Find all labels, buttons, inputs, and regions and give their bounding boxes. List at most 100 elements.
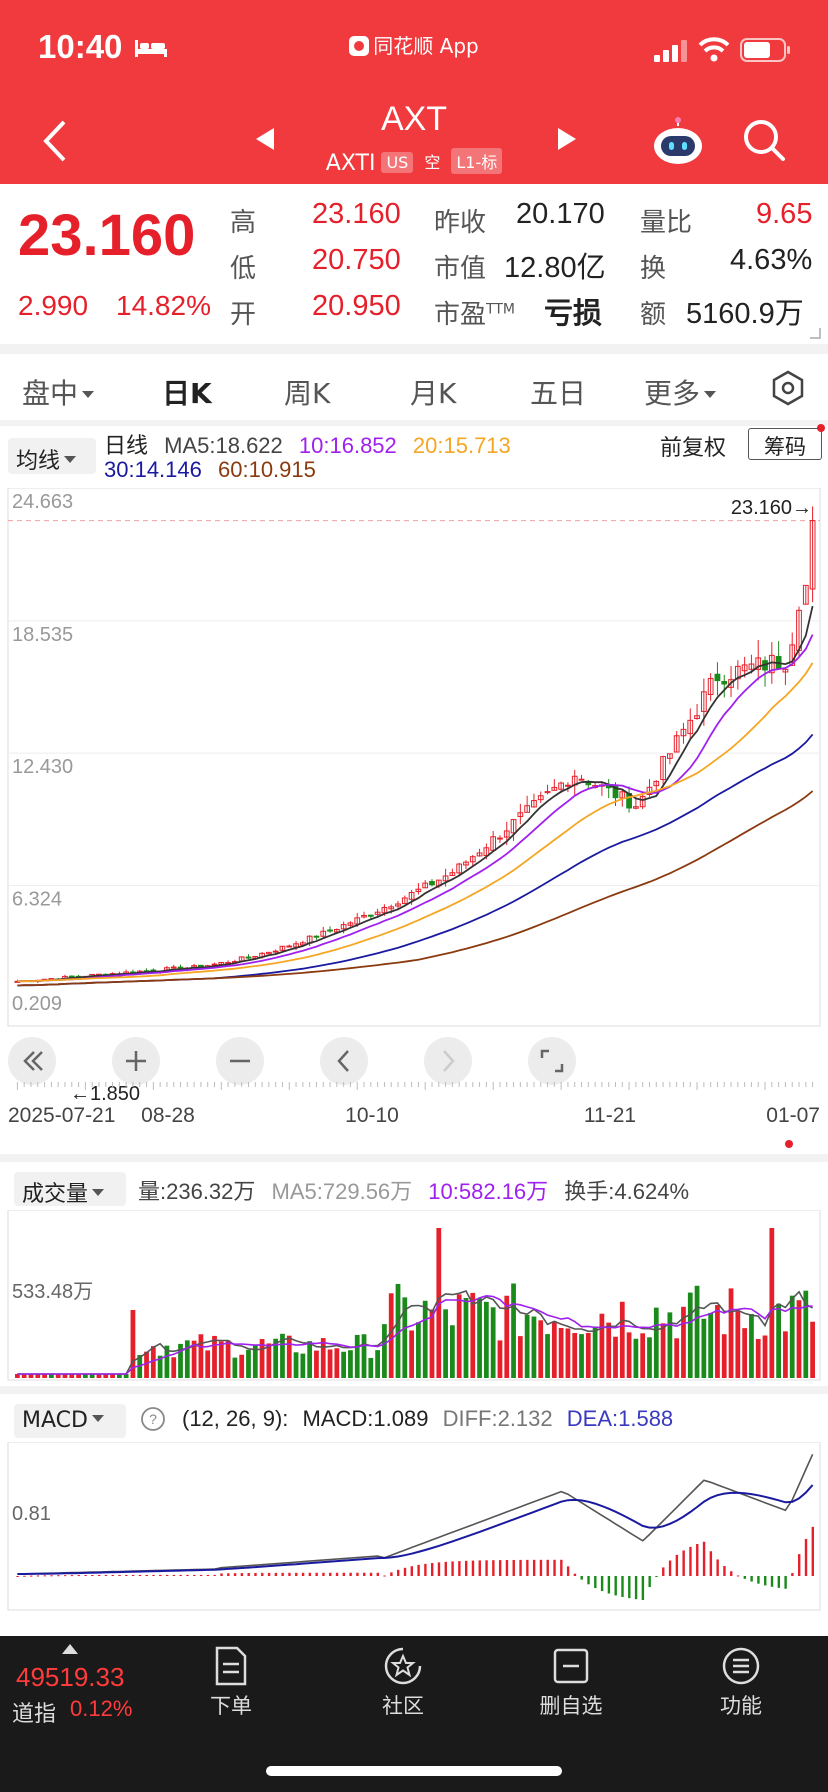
tab-weekly-k[interactable]: 周K xyxy=(284,377,331,410)
volume-bar xyxy=(796,1300,802,1378)
next-stock-button[interactable] xyxy=(554,126,580,152)
candle-body xyxy=(510,819,517,834)
volume-bar xyxy=(35,1374,41,1378)
volume-bar xyxy=(252,1345,258,1378)
chevron-down-icon xyxy=(82,391,95,398)
macd-chart[interactable]: 0.81 xyxy=(0,1442,828,1612)
volume-bar xyxy=(293,1352,299,1378)
macd-histogram-bar xyxy=(607,1576,611,1594)
remove-box-icon xyxy=(553,1648,589,1684)
volume-bar xyxy=(212,1335,217,1378)
macd-histogram-bar xyxy=(329,1572,332,1576)
wifi-icon xyxy=(698,37,730,62)
macd-histogram-bar xyxy=(70,1575,74,1577)
volume-bar xyxy=(300,1353,306,1378)
tab-monthly-k[interactable]: 月K xyxy=(410,377,457,410)
macd-indicator-selector[interactable]: MACD xyxy=(14,1404,126,1438)
candle-body xyxy=(374,911,381,915)
chart-scroll-left-end-button[interactable] xyxy=(8,1037,56,1085)
last-price-label: 23.160→ xyxy=(731,497,812,519)
pe-label: 市盈TTM xyxy=(434,300,515,330)
volume-bar xyxy=(354,1334,360,1378)
volume-bar xyxy=(416,1322,421,1378)
signal-icon xyxy=(654,40,687,62)
volume-bar xyxy=(341,1351,347,1378)
candle-body xyxy=(327,929,333,932)
macd-histogram-bar xyxy=(104,1574,108,1576)
macd-histogram-bar xyxy=(451,1561,454,1576)
candle-body xyxy=(388,906,395,910)
macd-histogram-bar xyxy=(560,1559,563,1576)
help-icon[interactable]: ? xyxy=(140,1406,166,1432)
volume-bar xyxy=(116,1374,122,1378)
high-value: 23.160 xyxy=(312,198,401,230)
nav-community[interactable]: 社区 xyxy=(348,1646,458,1720)
zoom-out-button[interactable] xyxy=(216,1037,264,1085)
settings-hexagon-icon[interactable] xyxy=(770,370,806,406)
index-value[interactable]: 49519.33 xyxy=(16,1662,125,1692)
candle-body xyxy=(272,950,279,953)
up-triangle-icon xyxy=(62,1644,78,1654)
volume-bar xyxy=(735,1311,741,1378)
market-cap-label: 市值 xyxy=(434,254,487,284)
ma60-line xyxy=(17,790,814,987)
back-arrow-icon[interactable] xyxy=(38,118,72,164)
candle-body xyxy=(707,677,714,696)
ma-selector[interactable]: 均线 xyxy=(8,438,96,474)
macd-histogram-bar xyxy=(655,1576,658,1577)
status-time: 10:40 xyxy=(38,28,123,65)
volume-bar xyxy=(538,1320,544,1378)
index-change-pct[interactable]: 0.12% xyxy=(70,1696,133,1721)
tab-more[interactable]: 更多 xyxy=(644,372,717,412)
vol-ratio-value: 9.65 xyxy=(756,198,813,230)
candle-body xyxy=(463,861,469,866)
macd-histogram-bar xyxy=(614,1576,617,1596)
tab-intraday[interactable]: 盘中 xyxy=(22,372,95,412)
previous-stock-button[interactable] xyxy=(252,126,278,152)
macd-histogram-bar xyxy=(281,1572,284,1576)
macd-histogram-bar xyxy=(295,1572,298,1576)
expand-corner-icon[interactable] xyxy=(808,326,822,340)
tab-five-day[interactable]: 五日 xyxy=(530,377,587,410)
volume-frame xyxy=(7,1210,821,1381)
adjust-mode-button[interactable]: 前复权 xyxy=(660,436,727,461)
macd-histogram-bar xyxy=(315,1572,318,1576)
tab-daily-k[interactable]: 日K xyxy=(162,377,212,410)
open-label: 开 xyxy=(230,300,257,330)
nav-order[interactable]: 下单 xyxy=(176,1646,286,1720)
candle-body xyxy=(537,795,544,801)
macd-histogram-bar xyxy=(485,1560,488,1576)
fullscreen-button[interactable] xyxy=(528,1037,576,1085)
scroll-left-button[interactable] xyxy=(320,1037,368,1085)
nav-remove-watchlist[interactable]: 删自选 xyxy=(516,1646,626,1720)
ai-assistant-robot-icon[interactable] xyxy=(652,116,704,166)
volume-bar xyxy=(619,1301,625,1378)
candle-body xyxy=(320,930,327,937)
macd-histogram-bar xyxy=(743,1576,747,1579)
volume-indicator-selector[interactable]: 成交量 xyxy=(14,1172,126,1207)
volume-chart[interactable]: 533.48万 xyxy=(0,1210,828,1382)
index-name[interactable]: 道指 xyxy=(12,1702,57,1727)
macd-histogram-bar xyxy=(335,1572,339,1576)
macd-histogram-bar xyxy=(186,1574,189,1576)
macd-histogram-bar xyxy=(492,1560,495,1576)
macd-histogram-bar xyxy=(811,1526,815,1576)
nav-button-bg xyxy=(320,1037,368,1085)
fullscreen-icon xyxy=(540,1049,549,1058)
volume-bar xyxy=(246,1349,251,1378)
macd-histogram-bar xyxy=(424,1563,427,1576)
macd-histogram-bar xyxy=(730,1571,733,1576)
volume-bar xyxy=(789,1295,795,1378)
community-star-icon xyxy=(384,1647,422,1685)
candle-body xyxy=(782,668,789,673)
volume-bar xyxy=(150,1346,156,1378)
macd-histogram-bar xyxy=(696,1544,699,1576)
nav-functions[interactable]: 功能 xyxy=(686,1646,796,1720)
zoom-in-button[interactable] xyxy=(112,1037,160,1085)
search-icon[interactable] xyxy=(742,118,786,162)
kline-chart[interactable]: 24.663 18.535 12.430 6.324 0.209 23.160→ ←1.85… xyxy=(0,488,828,1148)
chips-distribution-button[interactable]: 筹码 xyxy=(748,428,822,460)
ma5-line xyxy=(17,605,814,983)
nav-button-bg xyxy=(528,1037,576,1085)
scroll-right-button[interactable] xyxy=(424,1037,472,1085)
